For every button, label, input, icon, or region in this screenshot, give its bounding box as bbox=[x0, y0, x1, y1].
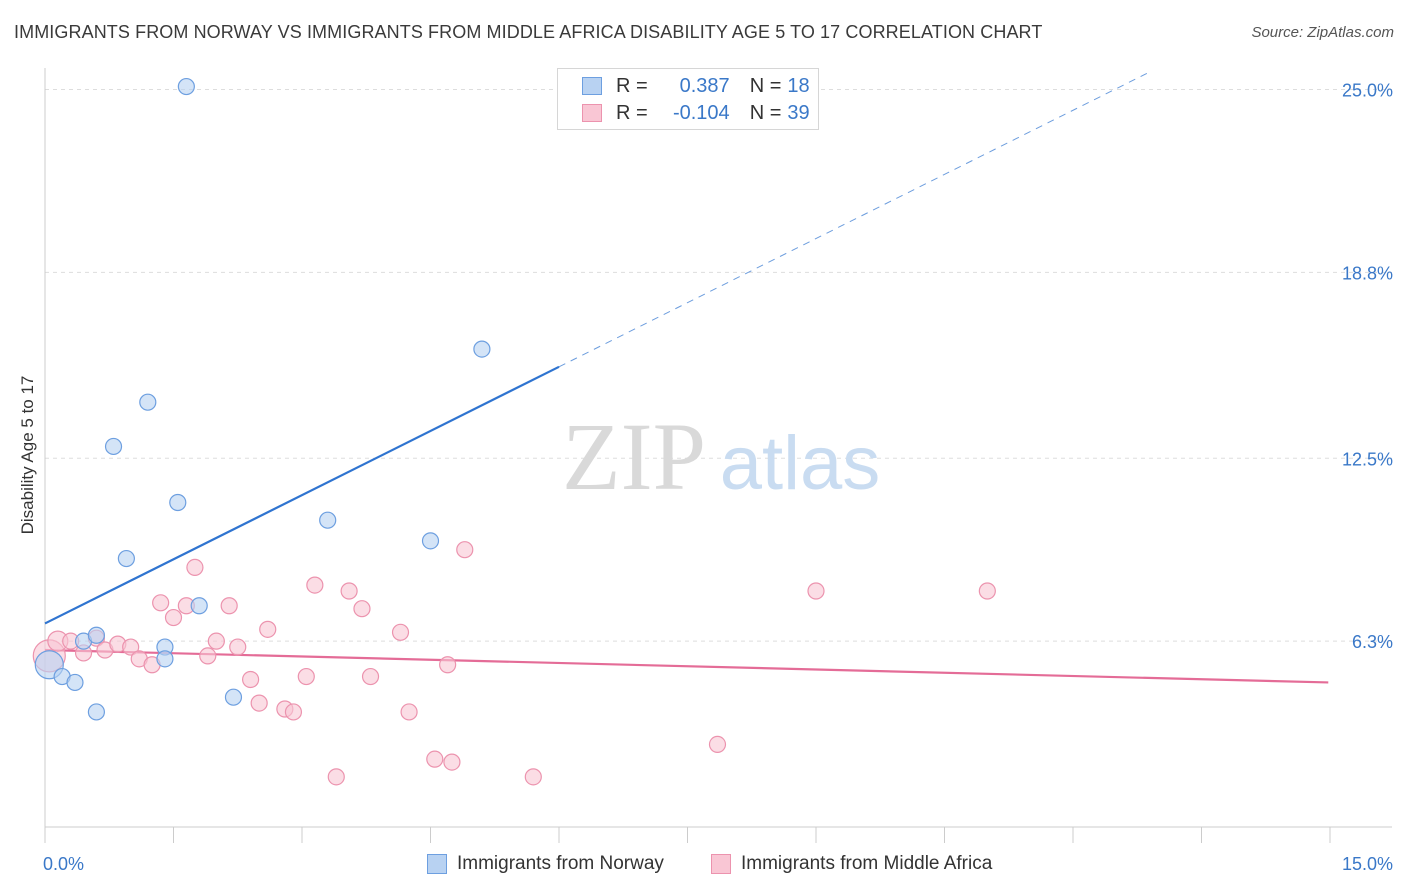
y-tick-label: 25.0% bbox=[1342, 81, 1393, 101]
legend-n-value: 18 bbox=[787, 74, 810, 97]
norway-point bbox=[87, 626, 106, 644]
legend-r-label: R = bbox=[616, 74, 648, 97]
africa-swatch-icon bbox=[582, 104, 602, 122]
x-tick-label: 0.0% bbox=[43, 854, 84, 874]
norway-point bbox=[421, 532, 440, 550]
norway-point bbox=[177, 77, 195, 96]
africa-point bbox=[122, 638, 140, 656]
legend-n-label: N = bbox=[749, 74, 782, 97]
africa-point bbox=[978, 582, 996, 600]
africa-point bbox=[524, 768, 542, 786]
grid-layer bbox=[45, 89, 1392, 642]
norway-trend-extension bbox=[558, 71, 1151, 368]
chart-title: IMMIGRANTS FROM NORWAY VS IMMIGRANTS FRO… bbox=[14, 22, 1043, 42]
legend-r-value: 0.387 bbox=[679, 74, 730, 97]
norway-point bbox=[224, 688, 243, 706]
legend-row-norway: R = 0.387 N = 18 bbox=[582, 75, 810, 97]
norway-point bbox=[66, 673, 84, 692]
africa-point bbox=[807, 582, 825, 600]
africa-point bbox=[426, 750, 444, 768]
legend-row-africa: R = -0.104 N = 39 bbox=[582, 102, 810, 124]
africa-point bbox=[242, 670, 260, 689]
norway-point bbox=[87, 703, 106, 721]
africa-point bbox=[306, 576, 324, 594]
africa-point bbox=[708, 735, 727, 754]
bottom-legend-africa-label: Immigrants from Middle Africa bbox=[741, 853, 993, 874]
africa-point bbox=[186, 558, 204, 577]
africa-point bbox=[250, 694, 268, 712]
norway-trend-line bbox=[44, 365, 560, 625]
africa-point bbox=[439, 656, 457, 674]
norway-point bbox=[117, 549, 135, 568]
watermark-atlas: atlas bbox=[720, 421, 881, 506]
africa-point bbox=[164, 608, 183, 627]
y-tick-label: 12.5% bbox=[1342, 449, 1393, 469]
norway-point bbox=[473, 340, 491, 358]
africa-point bbox=[297, 667, 315, 686]
norway-point bbox=[104, 437, 123, 456]
bottom-legend-africa: Immigrants from Middle Africa bbox=[711, 852, 992, 876]
correlation-legend: R = 0.387 N = 18 R = -0.104 N = 39 bbox=[557, 68, 819, 130]
africa-point bbox=[220, 597, 238, 615]
africa-point bbox=[340, 582, 358, 600]
y-axis-label: Disability Age 5 to 17 bbox=[18, 375, 37, 535]
africa-point bbox=[353, 600, 371, 618]
y-tick-label: 6.3% bbox=[1352, 632, 1393, 652]
norway-legend-swatch-icon bbox=[427, 854, 447, 874]
africa-point bbox=[456, 541, 474, 559]
bottom-legend-norway-label: Immigrants from Norway bbox=[457, 853, 664, 874]
points-layer bbox=[32, 77, 996, 786]
source-credit: Source: ZipAtlas.com bbox=[1251, 24, 1394, 41]
africa-point bbox=[391, 623, 410, 641]
africa-point bbox=[400, 703, 418, 721]
africa-point bbox=[284, 703, 303, 721]
y-tick-label: 18.8% bbox=[1342, 263, 1393, 283]
legend-r-label: R = bbox=[616, 101, 648, 124]
watermark: ZIP atlas bbox=[562, 403, 880, 510]
norway-point bbox=[169, 493, 187, 512]
africa-point bbox=[327, 768, 345, 786]
norway-swatch-icon bbox=[582, 77, 602, 95]
africa-point bbox=[199, 647, 217, 665]
africa-point bbox=[229, 638, 247, 656]
norway-point bbox=[319, 511, 337, 529]
norway-point bbox=[156, 650, 174, 668]
axis-layer bbox=[44, 68, 1392, 843]
africa-trend-line bbox=[44, 648, 1329, 684]
africa-point bbox=[443, 753, 461, 771]
norway-point bbox=[139, 393, 157, 411]
africa-legend-swatch-icon bbox=[711, 854, 731, 874]
africa-point bbox=[259, 620, 277, 638]
trend-layer bbox=[44, 71, 1329, 684]
watermark-zip: ZIP bbox=[562, 403, 706, 510]
legend-n-label: N = bbox=[749, 101, 782, 124]
bottom-legend-norway: Immigrants from Norway bbox=[427, 852, 664, 876]
legend-r-value: -0.104 bbox=[672, 101, 730, 124]
tick-label-layer: 6.3% 12.5% 18.8% 25.0% 0.0% 15.0% bbox=[43, 81, 1393, 875]
norway-point bbox=[190, 597, 208, 615]
africa-point bbox=[361, 667, 380, 686]
africa-point bbox=[152, 594, 170, 612]
x-tick-label: 15.0% bbox=[1342, 854, 1393, 874]
legend-n-value: 39 bbox=[787, 101, 810, 124]
africa-point bbox=[207, 632, 225, 650]
